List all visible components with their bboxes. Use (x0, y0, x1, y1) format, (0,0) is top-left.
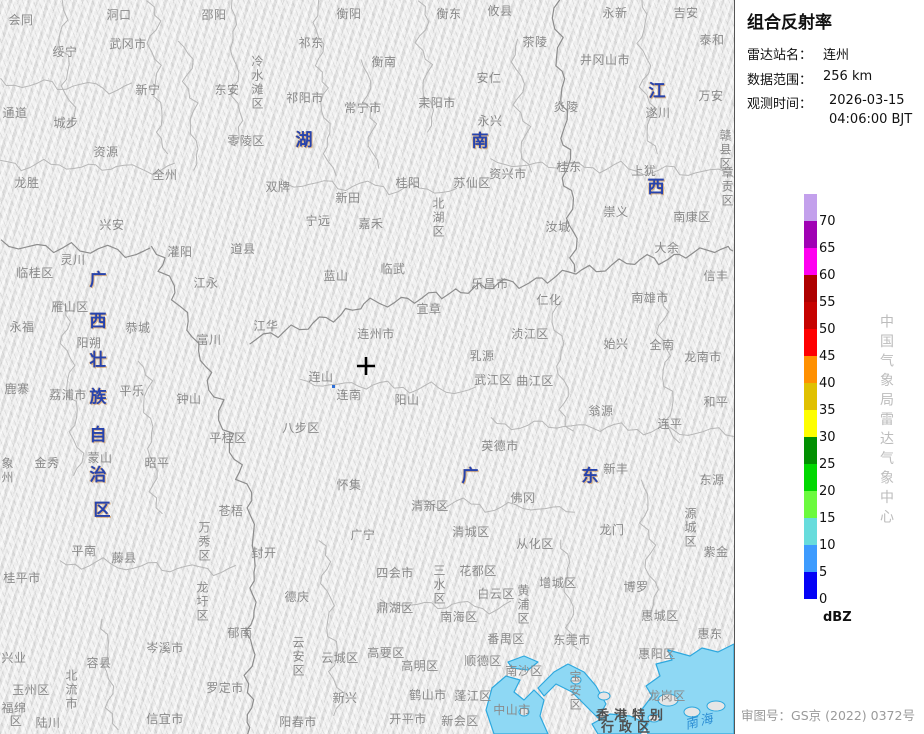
county-boundary (229, 0, 244, 145)
legend-tick-label: 30 (819, 430, 836, 445)
county-boundary (318, 540, 345, 717)
county-boundary (300, 378, 477, 395)
field-range-value: 256 km (823, 69, 873, 84)
legend-band (804, 572, 817, 599)
field-station-label: 雷达站名： (747, 48, 813, 63)
map-approval-number: 审图号：GS京 (2022) 0372号 (741, 708, 915, 723)
legend-tick-label: 20 (819, 484, 836, 499)
island (597, 691, 611, 701)
legend-tick-label: 0 (819, 592, 828, 607)
info-panel: 组合反射率 雷达站名： 连州 数据范围： 256 km 观测时间： 2026-0… (734, 0, 924, 734)
island (706, 700, 726, 712)
county-boundary (360, 59, 380, 169)
legend-band (804, 356, 817, 383)
legend-tick-label: 35 (819, 403, 836, 418)
legend-tick-label: 55 (819, 295, 836, 310)
county-boundary (59, 557, 237, 577)
field-obstime-date: 2026-03-15 (829, 93, 905, 108)
legend-band (804, 518, 817, 545)
water-body (639, 643, 734, 734)
county-boundary (312, 0, 337, 177)
legend-band (804, 464, 817, 491)
legend-band (804, 491, 817, 518)
legend-band (804, 194, 817, 221)
product-title: 组合反射率 (747, 13, 832, 33)
legend-band (804, 545, 817, 572)
map-overlay (0, 0, 734, 734)
legend-tick-label: 45 (819, 349, 836, 364)
county-boundary (177, 40, 199, 171)
province-boundary (249, 245, 734, 345)
county-boundary (490, 158, 734, 178)
province-boundary (150, 245, 257, 734)
field-range-label: 数据范围： (747, 73, 813, 88)
legend-band (804, 221, 817, 248)
field-obstime-time: 04:06:00 BJT (829, 112, 913, 127)
county-boundary (639, 479, 659, 613)
province-boundary (0, 239, 151, 258)
county-boundary (636, 0, 658, 155)
legend-tick-label: 10 (819, 538, 836, 553)
county-boundary (414, 0, 434, 133)
legend-tick-label: 60 (819, 268, 836, 283)
field-station: 雷达站名： 连州 (747, 44, 849, 63)
field-obstime: 观测时间： 2026-03-15 (747, 93, 905, 112)
island (683, 706, 701, 718)
weak-echo-dot (332, 385, 335, 388)
county-boundary (551, 300, 574, 432)
county-boundary (0, 77, 132, 95)
county-boundary (560, 539, 580, 651)
island (647, 713, 661, 723)
island (657, 693, 679, 707)
county-boundary (0, 158, 176, 176)
county-boundary (490, 417, 734, 437)
island (518, 707, 530, 717)
field-obstime-label: 观测时间： (747, 97, 813, 112)
legend-tick-label: 15 (819, 511, 836, 526)
county-boundary (58, 0, 76, 130)
province-boundary (551, 0, 578, 273)
agency-watermark: 中国气象局雷达气象中心 (878, 314, 894, 529)
county-boundary (379, 598, 512, 615)
water-body (485, 675, 549, 734)
county-boundary (419, 497, 575, 513)
legend-band (804, 275, 817, 302)
legend-band (804, 302, 817, 329)
legend-tick-label: 5 (819, 565, 828, 580)
water-body (537, 663, 607, 719)
county-boundary (146, 0, 169, 155)
legend-tick-label: 65 (819, 241, 836, 256)
legend-band (804, 383, 817, 410)
county-boundary (58, 300, 85, 477)
legend-tick-label: 25 (819, 457, 836, 472)
radar-map: 会同 洞口 邵阳 武冈市 绥宁 新宁 东安 通道 城步 零陵区 资源 全州 龙胜 兴安 衡阳 衡东 祁东 衡南 冷水… (0, 0, 734, 734)
county-boundary (137, 360, 163, 515)
legend-band (804, 410, 817, 437)
county-boundary (510, 38, 532, 173)
legend-band (804, 329, 817, 356)
legend-tick-label: 40 (819, 376, 836, 391)
legend-unit: dBZ (823, 610, 852, 625)
county-boundary (655, 289, 681, 444)
field-range: 数据范围： 256 km (747, 69, 872, 88)
legend-tick-label: 50 (819, 322, 836, 337)
legend-band (804, 248, 817, 275)
island (570, 675, 582, 685)
legend-band (804, 437, 817, 464)
water-body (591, 713, 649, 734)
field-station-value: 连州 (823, 48, 850, 63)
water-body (507, 655, 539, 671)
legend-tick-label: 70 (819, 214, 836, 229)
county-boundary (280, 178, 458, 196)
county-boundary (100, 619, 119, 731)
